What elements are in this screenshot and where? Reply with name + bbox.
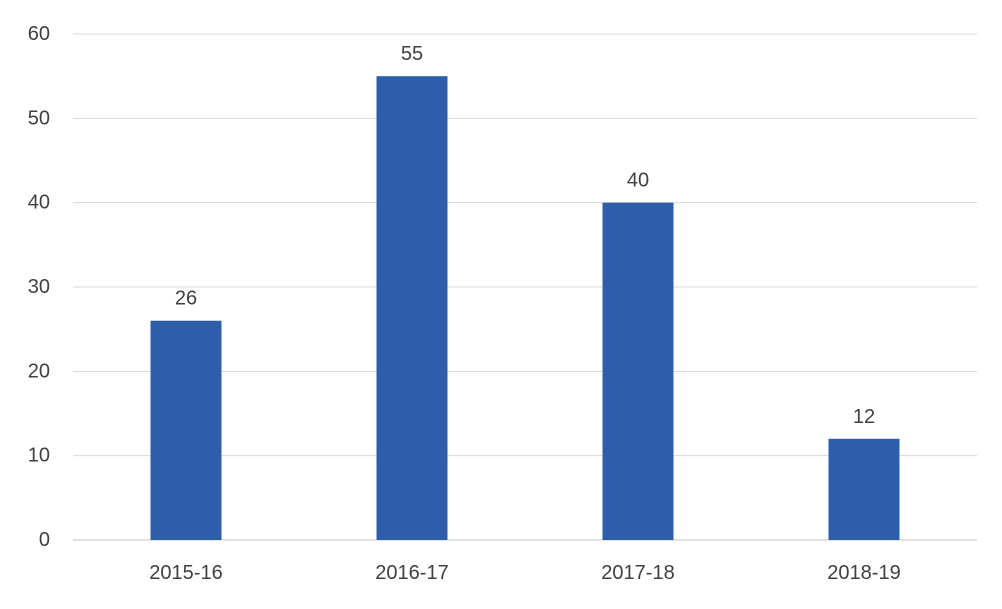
y-tick-label: 10 xyxy=(28,445,50,467)
x-tick-label: 2017-18 xyxy=(601,562,674,584)
bar xyxy=(828,438,900,540)
data-label: 12 xyxy=(853,406,875,428)
bar xyxy=(150,320,222,540)
bar xyxy=(602,202,674,540)
x-tick-label: 2016-17 xyxy=(375,562,448,584)
data-labels: 26 55 40 12 xyxy=(175,43,875,428)
data-label: 40 xyxy=(627,170,649,192)
x-tick-label: 2018-19 xyxy=(827,562,900,584)
y-tick-label: 30 xyxy=(28,276,50,298)
y-axis: 0 10 20 30 40 50 60 xyxy=(28,23,50,551)
y-tick-label: 20 xyxy=(28,360,50,382)
data-label: 26 xyxy=(175,288,197,310)
bars xyxy=(150,76,900,541)
gridlines xyxy=(73,33,977,541)
y-tick-label: 50 xyxy=(28,107,50,129)
x-axis: 2015-16 2016-17 2017-18 2018-19 xyxy=(149,562,900,584)
y-tick-label: 0 xyxy=(39,529,50,551)
data-label: 55 xyxy=(401,43,423,65)
x-tick-label: 2015-16 xyxy=(149,562,222,584)
bar xyxy=(376,76,448,541)
y-tick-label: 40 xyxy=(28,192,50,214)
y-tick-label: 60 xyxy=(28,23,50,45)
